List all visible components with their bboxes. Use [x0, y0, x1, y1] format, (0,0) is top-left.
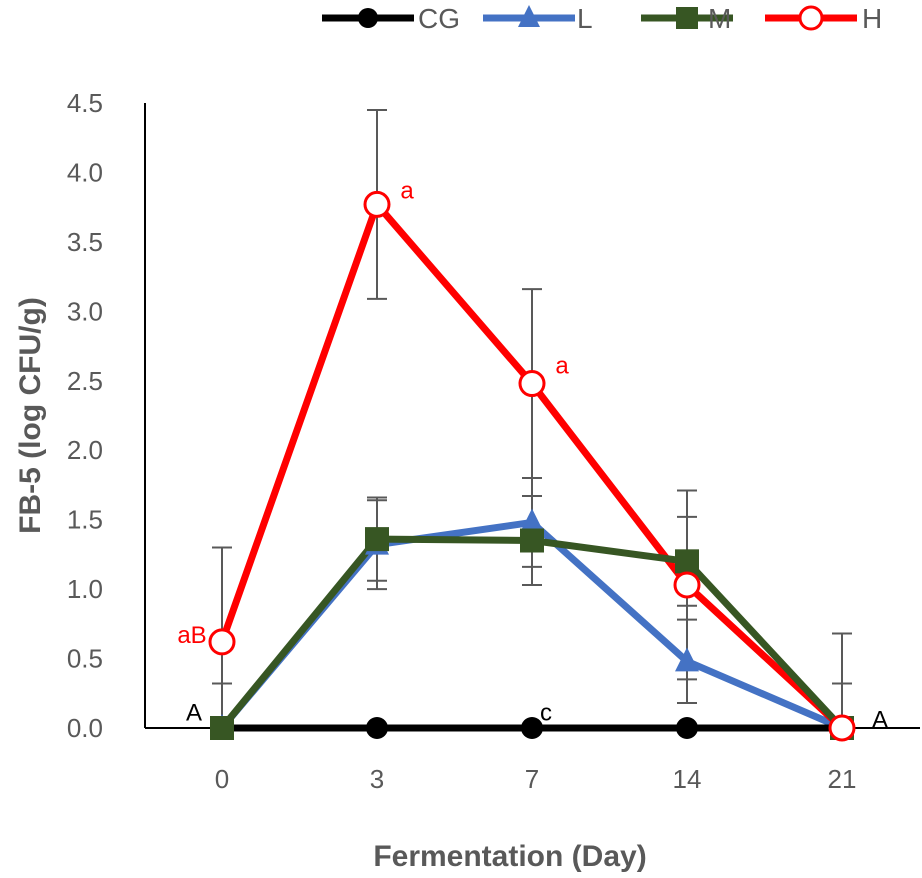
x-tick-label: 0 — [215, 764, 229, 794]
y-tick-label: 1.5 — [67, 505, 103, 535]
legend-marker — [518, 5, 540, 27]
data-point-L — [675, 647, 699, 672]
data-point-H — [518, 370, 546, 398]
legend: CG L M H — [322, 3, 882, 34]
legend-marker — [798, 5, 824, 31]
legend-marker — [358, 8, 378, 28]
legend-label: H — [862, 3, 882, 34]
data-point-CG — [366, 717, 388, 739]
data-point-M — [675, 549, 699, 574]
legend-item-L: L — [483, 3, 593, 34]
legend-marker — [676, 7, 698, 29]
significance-label: a — [400, 178, 414, 205]
y-axis-title: FB-5 (log CFU/g) — [14, 297, 47, 534]
significance-label: c — [540, 700, 552, 727]
x-tick-label: 3 — [370, 764, 384, 794]
x-tick-label: 7 — [525, 764, 539, 794]
y-tick-label: 1.0 — [67, 574, 103, 604]
legend-item-M: M — [641, 3, 733, 34]
y-tick-label: 4.0 — [67, 157, 103, 187]
x-tick-label: 21 — [828, 764, 857, 794]
y-tick-label: 4.5 — [67, 88, 103, 118]
data-point-M — [365, 527, 389, 552]
significance-label: A — [186, 700, 202, 727]
significance-label: aB — [177, 622, 206, 649]
data-point-M — [520, 528, 544, 553]
legend-item-H: H — [765, 3, 882, 34]
data-point-L — [520, 508, 544, 533]
data-point-CG — [521, 717, 543, 739]
data-point-M — [210, 716, 234, 740]
data-point-H — [673, 571, 701, 599]
data-point-CG — [676, 717, 698, 739]
series-markers — [208, 190, 856, 742]
y-tick-label: 3.5 — [67, 227, 103, 257]
data-point-H — [363, 190, 391, 218]
data-point-H — [828, 714, 856, 742]
x-tick-label: 14 — [673, 764, 702, 794]
y-tick-label: 2.0 — [67, 435, 103, 465]
y-tick-label: 2.5 — [67, 366, 103, 396]
legend-label: M — [708, 3, 731, 34]
legend-label: L — [577, 3, 593, 34]
significance-label: a — [555, 353, 569, 380]
legend-item-CG: CG — [322, 3, 460, 34]
data-point-H — [208, 628, 236, 656]
x-axis-title: Fermentation (Day) — [373, 840, 646, 873]
y-axis-ticks: 0.0 0.5 1.0 1.5 2.0 2.5 3.0 3.5 4.0 4.5 — [67, 88, 103, 743]
legend-label: CG — [418, 3, 460, 34]
significance-label: A — [872, 707, 888, 734]
y-tick-label: 0.5 — [67, 644, 103, 674]
x-axis-ticks: 0 3 7 14 21 — [215, 764, 857, 794]
y-tick-label: 0.0 — [67, 713, 103, 743]
y-tick-label: 3.0 — [67, 296, 103, 326]
significance-labels: aB a a A c A — [177, 178, 888, 734]
